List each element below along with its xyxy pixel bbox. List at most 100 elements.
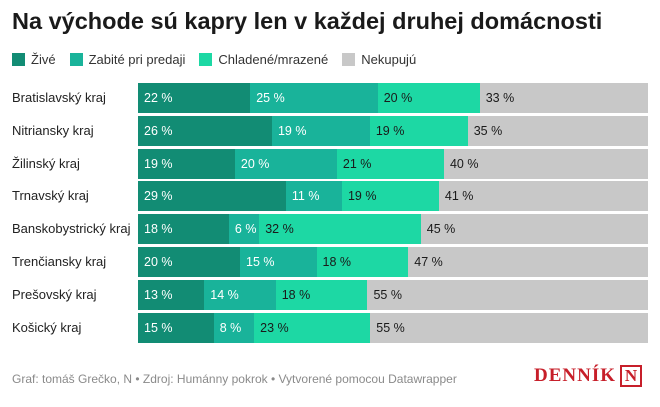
footer-separator: • — [132, 372, 143, 386]
footer-tool: Vytvorené pomocou Datawrapper — [278, 372, 457, 386]
chart-row: Košický kraj 15 % 8 % 23 % 55 % — [0, 312, 660, 343]
legend-item: Zabité pri predaji — [69, 51, 186, 67]
bar-segment[interactable]: 25 % — [250, 83, 378, 113]
bar-segment[interactable]: 14 % — [204, 279, 276, 310]
legend-item: Nekupujú — [342, 52, 416, 67]
data-label: 20 % — [240, 156, 270, 171]
legend-label: Zabité pri predaji — [88, 51, 186, 67]
legend-swatch — [69, 52, 83, 66]
data-label: 14 % — [210, 287, 239, 302]
data-label: 25 % — [256, 91, 285, 105]
legend-label: Živé — [31, 51, 56, 67]
bar-segment[interactable]: 22 % — [138, 83, 251, 113]
chart-row: Trenčiansky kraj 20 % 15 % 18 % 47 % — [0, 247, 660, 277]
legend: Živé Zabité pri predaji Chladené/mrazené Ne… — [12, 50, 430, 68]
bar-segment[interactable]: 41 % — [438, 181, 648, 212]
data-label: 19 % — [375, 123, 405, 138]
data-label: 13 % — [144, 287, 173, 302]
bar-segment[interactable]: 20 % — [377, 83, 480, 113]
bar-segment[interactable]: 55 % — [370, 312, 648, 343]
bar-segment[interactable]: 18 % — [316, 247, 409, 277]
data-label: 55 % — [373, 287, 402, 302]
bar-segment[interactable]: 23 % — [254, 312, 371, 343]
category-label: Trenčiansky kraj — [12, 254, 107, 269]
bar-segment[interactable]: 29 % — [138, 181, 286, 212]
chart-row: Žilinský kraj 19 % 20 % 21 % 40 % — [0, 148, 660, 179]
legend-item: Chladené/mrazené — [199, 52, 328, 67]
chart-row: Banskobystrický kraj 18 % 6 % 32 % 45 % — [0, 214, 660, 245]
data-label: 32 % — [265, 222, 294, 237]
data-label: 15 % — [144, 320, 173, 335]
data-label: 26 % — [144, 123, 173, 138]
chart-row: Nitriansky kraj 26 % 19 % 19 % 35 % — [0, 115, 660, 146]
stacked-bar: 18 % 6 % 32 % 45 % — [138, 214, 648, 245]
bar-segment[interactable]: 45 % — [420, 214, 648, 245]
bar-segment[interactable]: 20 % — [234, 148, 337, 179]
data-label: 29 % — [144, 189, 173, 204]
data-label: 11 % — [291, 189, 320, 204]
data-label: 19 % — [347, 189, 377, 204]
legend-swatch — [342, 52, 356, 66]
data-label: 41 % — [444, 189, 474, 204]
bar-segment[interactable]: 32 % — [259, 214, 421, 245]
bar-segment[interactable]: 21 % — [336, 148, 444, 179]
data-label: 20 % — [383, 91, 413, 105]
bar-segment[interactable]: 6 % — [228, 214, 260, 245]
data-label: 6 % — [234, 222, 257, 237]
chart-title: Na východe sú kapry len v každej druhej … — [12, 8, 603, 34]
data-label: 18 % — [281, 287, 311, 302]
dennik-n-logo[interactable]: DENNÍK N — [534, 363, 643, 389]
category-label: Košický kraj — [12, 319, 82, 335]
category-label: Bratislavský kraj — [12, 90, 106, 105]
bar-segment[interactable]: 19 % — [341, 181, 439, 212]
bar-segment[interactable]: 55 % — [367, 279, 648, 310]
legend-label: Chladené/mrazené — [218, 51, 329, 67]
stacked-bar: 20 % 15 % 18 % 47 % — [138, 247, 648, 277]
bar-segment[interactable]: 19 % — [369, 115, 468, 146]
bar-segment[interactable]: 19 % — [271, 115, 370, 146]
data-label: 55 % — [376, 320, 405, 335]
data-label: 8 % — [219, 320, 242, 335]
chart-row: Trnavský kraj 29 % 11 % 19 % 41 % — [0, 181, 660, 212]
bar-segment[interactable]: 47 % — [408, 247, 648, 277]
bar-segment[interactable]: 33 % — [479, 83, 648, 113]
legend-label: Nekupujú — [361, 51, 417, 67]
bar-segment[interactable]: 19 % — [138, 148, 235, 179]
footer-source: Zdroj: Humánny pokrok — [142, 372, 268, 386]
bar-segment[interactable]: 26 % — [138, 115, 272, 146]
stacked-bar: 19 % 20 % 21 % 40 % — [138, 148, 648, 179]
data-label: 19 % — [277, 123, 307, 138]
data-label: 33 % — [485, 91, 515, 105]
bar-segment[interactable]: 40 % — [443, 148, 648, 179]
data-label: 22 % — [144, 91, 173, 105]
chart-row: Bratislavský kraj 22 % 25 % 20 % 33 % — [0, 83, 660, 113]
logo-mark: N — [620, 365, 643, 387]
legend-swatch — [12, 52, 25, 66]
data-label: 18 % — [144, 222, 173, 237]
data-label: 35 % — [473, 123, 503, 138]
stacked-bar: 22 % 25 % 20 % 33 % — [138, 83, 648, 113]
bar-segment[interactable]: 18 % — [275, 279, 368, 310]
bar-segment[interactable]: 35 % — [467, 115, 648, 146]
footer: Graf: tomáš Grečko, N • Zdroj: Humánny p… — [12, 372, 457, 386]
bar-segment[interactable]: 13 % — [138, 279, 205, 310]
stacked-bar: 13 % 14 % 18 % 55 % — [138, 279, 648, 310]
bar-segment[interactable]: 15 % — [240, 247, 317, 277]
stacked-bar: 29 % 11 % 19 % 41 % — [138, 181, 648, 212]
legend-item: Živé — [12, 52, 56, 67]
bar-segment[interactable]: 8 % — [213, 312, 255, 343]
bar-segment[interactable]: 11 % — [285, 181, 342, 212]
data-label: 40 % — [449, 156, 479, 171]
legend-swatch — [199, 52, 213, 66]
data-label: 23 % — [260, 320, 289, 335]
data-label: 45 % — [426, 222, 456, 237]
bar-segment[interactable]: 15 % — [138, 312, 214, 343]
data-label: 21 % — [342, 156, 372, 171]
stacked-bar: 15 % 8 % 23 % 55 % — [138, 312, 648, 343]
footer-separator: • — [267, 372, 279, 386]
category-label: Nitriansky kraj — [12, 122, 94, 138]
stacked-bar: 26 % 19 % 19 % 35 % — [138, 115, 648, 146]
footer-credit: Graf: tomáš Grečko, N — [12, 372, 133, 386]
bar-segment[interactable]: 20 % — [138, 247, 240, 277]
bar-segment[interactable]: 18 % — [138, 214, 229, 245]
